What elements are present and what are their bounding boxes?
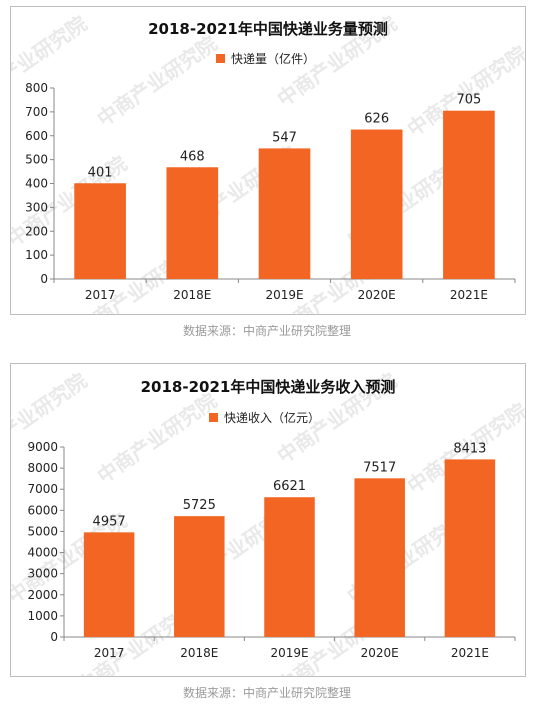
data-label: 5725 xyxy=(183,498,216,513)
legend-swatch xyxy=(209,413,218,422)
data-label: 626 xyxy=(364,112,389,127)
bar-2019E xyxy=(258,148,311,279)
chart-title: 2018-2021年中国快递业务收入预测 xyxy=(141,378,396,396)
y-tick-label: 6000 xyxy=(27,503,58,517)
x-tick-label: 2017 xyxy=(94,646,125,660)
bar-2020E xyxy=(350,129,403,279)
x-tick-label: 2020E xyxy=(361,646,399,660)
data-label: 547 xyxy=(272,130,297,145)
data-label: 8413 xyxy=(453,441,486,456)
data-label: 6621 xyxy=(273,479,306,494)
x-tick-label: 2021E xyxy=(450,288,488,302)
source-note-revenue: 数据来源：中商产业研究院整理 xyxy=(182,686,351,700)
y-tick-label: 300 xyxy=(25,200,48,214)
watermark-text: 中商产业研究院 xyxy=(11,11,91,111)
legend-label: 快递收入（亿元） xyxy=(224,410,320,425)
y-tick-label: 0 xyxy=(40,272,48,286)
data-label: 4957 xyxy=(93,514,126,529)
y-tick-label: 400 xyxy=(25,177,48,191)
bar-2021E xyxy=(443,110,495,280)
chart-panel-revenue: 中商产业研究院 中商产业研究院 中商产业研究院 中商产业研究院 中商产业研究院 中商产业研… xyxy=(0,363,531,698)
bar-2018E xyxy=(166,167,219,279)
bar-2021E xyxy=(444,459,496,637)
bar-2020E xyxy=(354,478,405,637)
watermark-text: 中商产业研究院 xyxy=(93,388,221,488)
chart-panel-volume: 中商产业研究院 中商产业研究院 中商产业研究院 中商产业研究院 中商产业研究院 中商产业研… xyxy=(0,6,531,341)
y-tick-label: 700 xyxy=(25,105,48,119)
y-tick-label: 5000 xyxy=(27,524,58,538)
y-tick-label: 1000 xyxy=(27,609,58,623)
watermark-text: 中商产业研究院 xyxy=(93,31,221,131)
chart-title: 2018-2021年中国快递业务量预测 xyxy=(148,20,388,38)
y-tick-label: 8000 xyxy=(27,461,58,475)
y-tick-label: 9000 xyxy=(27,440,58,454)
data-label: 705 xyxy=(456,93,481,108)
bar-2017 xyxy=(83,532,135,637)
x-tick-label: 2019E xyxy=(265,288,303,302)
y-tick-label: 7000 xyxy=(27,482,58,496)
legend-label: 快递量（亿件） xyxy=(231,51,315,66)
data-label: 401 xyxy=(88,165,113,180)
data-label: 7517 xyxy=(363,460,396,475)
y-tick-label: 800 xyxy=(25,81,48,95)
bar-2019E xyxy=(264,497,315,637)
bar-2018E xyxy=(174,516,225,637)
y-tick-label: 3000 xyxy=(27,567,58,581)
x-tick-label: 2020E xyxy=(358,288,396,302)
y-tick-label: 500 xyxy=(25,153,48,167)
x-tick-label: 2021E xyxy=(451,646,489,660)
y-tick-label: 4000 xyxy=(27,546,58,560)
source-note-volume: 数据来源：中商产业研究院整理 xyxy=(182,324,351,338)
y-tick-label: 100 xyxy=(25,248,48,262)
bar-2017 xyxy=(74,183,126,279)
x-tick-label: 2018E xyxy=(180,646,218,660)
y-tick-label: 600 xyxy=(25,129,48,143)
x-tick-label: 2018E xyxy=(173,288,211,302)
y-tick-label: 2000 xyxy=(27,588,58,602)
legend-swatch xyxy=(216,54,225,63)
y-tick-label: 200 xyxy=(25,224,48,238)
data-label: 468 xyxy=(180,149,205,164)
x-tick-label: 2019E xyxy=(270,646,308,660)
x-tick-label: 2017 xyxy=(85,288,116,302)
y-tick-label: 0 xyxy=(50,630,58,644)
